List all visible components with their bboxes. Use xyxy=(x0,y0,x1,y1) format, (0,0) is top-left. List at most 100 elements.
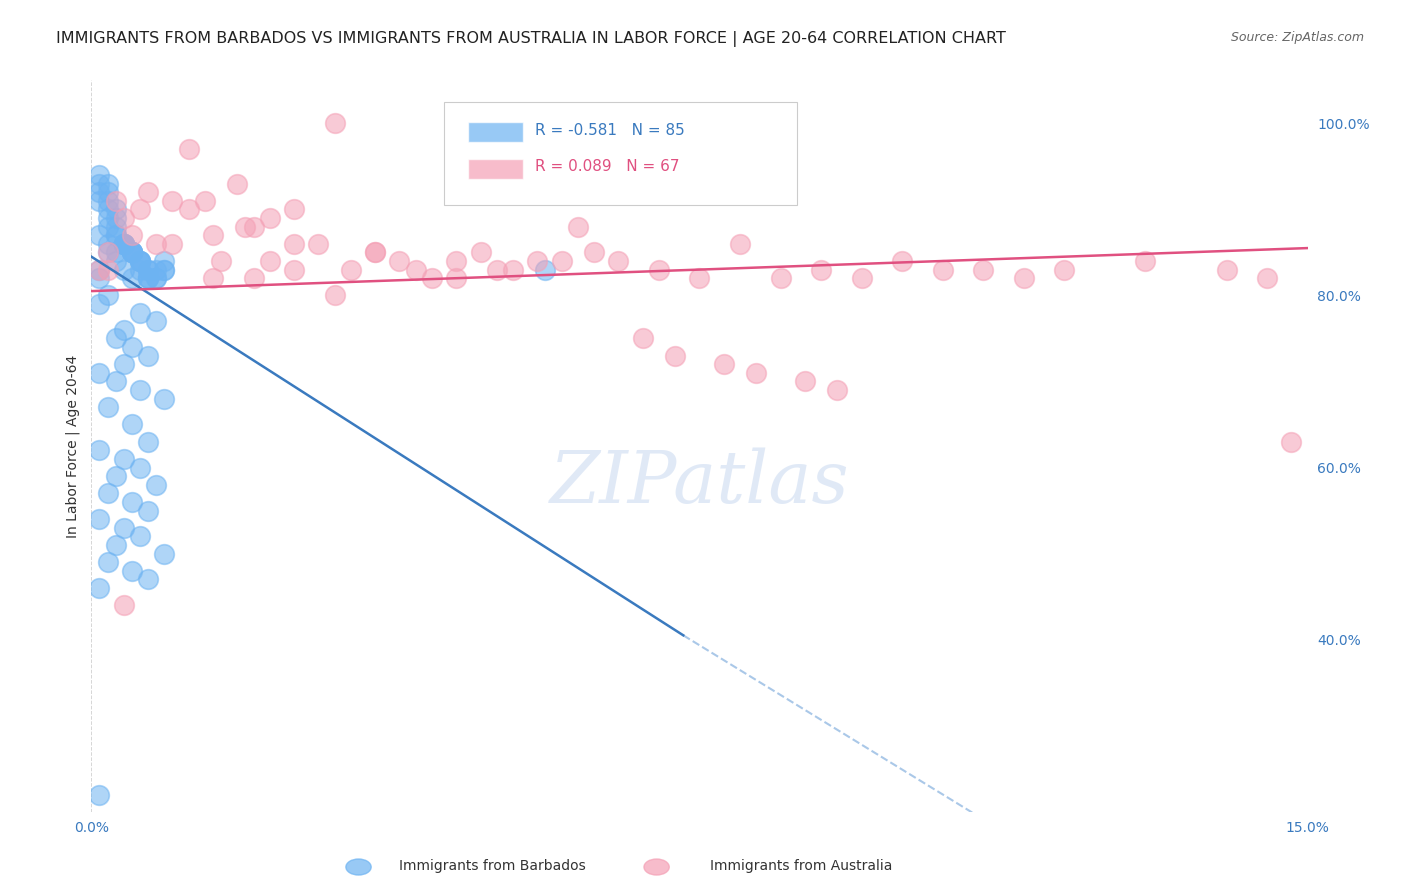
Point xyxy=(1053,262,1076,277)
Point xyxy=(112,598,135,612)
Point xyxy=(136,271,159,285)
Text: Immigrants from Australia: Immigrants from Australia xyxy=(710,859,893,872)
Point xyxy=(121,245,143,260)
Point xyxy=(104,228,127,243)
Point xyxy=(136,271,159,285)
Point xyxy=(121,245,143,260)
Point xyxy=(89,297,111,311)
FancyBboxPatch shape xyxy=(444,103,797,204)
Point xyxy=(97,262,120,277)
Point xyxy=(136,349,159,363)
Point xyxy=(89,512,111,526)
Point xyxy=(97,177,120,191)
Point xyxy=(129,202,152,217)
Point xyxy=(121,417,143,432)
Point xyxy=(242,271,264,285)
Point xyxy=(129,529,152,543)
Point xyxy=(145,236,167,251)
Point xyxy=(104,375,127,389)
Point xyxy=(242,219,264,234)
Point xyxy=(145,271,167,285)
Point xyxy=(145,314,167,328)
Point xyxy=(89,262,111,277)
Point xyxy=(129,254,152,268)
Point xyxy=(1135,254,1157,268)
Point xyxy=(104,331,127,345)
Point xyxy=(972,262,994,277)
Point xyxy=(129,460,152,475)
Point xyxy=(112,521,135,535)
Point xyxy=(420,271,443,285)
Point xyxy=(121,228,143,243)
Point xyxy=(153,254,176,268)
Point xyxy=(97,245,120,260)
Text: ZIPatlas: ZIPatlas xyxy=(550,447,849,518)
Point xyxy=(121,340,143,354)
Point xyxy=(931,262,953,277)
Text: Immigrants from Barbados: Immigrants from Barbados xyxy=(399,859,585,872)
Point xyxy=(664,349,686,363)
Text: Source: ZipAtlas.com: Source: ZipAtlas.com xyxy=(1230,31,1364,45)
Point xyxy=(364,245,387,260)
Point xyxy=(89,262,111,277)
Point xyxy=(97,194,120,208)
Point xyxy=(129,254,152,268)
Point xyxy=(648,262,671,277)
Point xyxy=(769,271,792,285)
Point xyxy=(851,271,873,285)
Point xyxy=(728,236,751,251)
Point xyxy=(283,202,305,217)
Point xyxy=(810,262,832,277)
Point xyxy=(129,262,152,277)
Point xyxy=(364,245,387,260)
Point xyxy=(97,555,120,569)
Point xyxy=(194,194,217,208)
Point xyxy=(112,323,135,337)
Point xyxy=(340,262,363,277)
Point xyxy=(136,271,159,285)
Point xyxy=(104,469,127,483)
Point xyxy=(145,262,167,277)
Point xyxy=(444,254,467,268)
Point xyxy=(112,236,135,251)
Point xyxy=(567,219,589,234)
Point xyxy=(136,573,159,587)
Point xyxy=(121,564,143,578)
Point xyxy=(583,245,606,260)
Point xyxy=(97,185,120,199)
Point xyxy=(89,228,111,243)
Point xyxy=(550,254,572,268)
Point xyxy=(97,211,120,225)
Point xyxy=(112,236,135,251)
Point xyxy=(89,443,111,458)
Point xyxy=(104,254,127,268)
Point xyxy=(1279,434,1302,449)
Point xyxy=(121,271,143,285)
Point xyxy=(388,254,411,268)
Point xyxy=(1012,271,1035,285)
Point xyxy=(104,202,127,217)
Point xyxy=(89,271,111,285)
Point xyxy=(104,219,127,234)
Point xyxy=(136,262,159,277)
Point xyxy=(121,245,143,260)
Point xyxy=(283,262,305,277)
Point xyxy=(145,477,167,491)
Point xyxy=(129,254,152,268)
Point xyxy=(129,383,152,397)
Point xyxy=(226,177,249,191)
Point xyxy=(104,211,127,225)
Point xyxy=(97,202,120,217)
Point xyxy=(1215,262,1237,277)
Point xyxy=(89,177,111,191)
Point xyxy=(97,288,120,302)
Point xyxy=(121,245,143,260)
Point xyxy=(112,236,135,251)
Point xyxy=(713,357,735,371)
Point xyxy=(202,228,225,243)
Point xyxy=(104,228,127,243)
Point xyxy=(89,185,111,199)
Point xyxy=(153,547,176,561)
Point xyxy=(745,366,768,380)
Point xyxy=(136,185,159,199)
